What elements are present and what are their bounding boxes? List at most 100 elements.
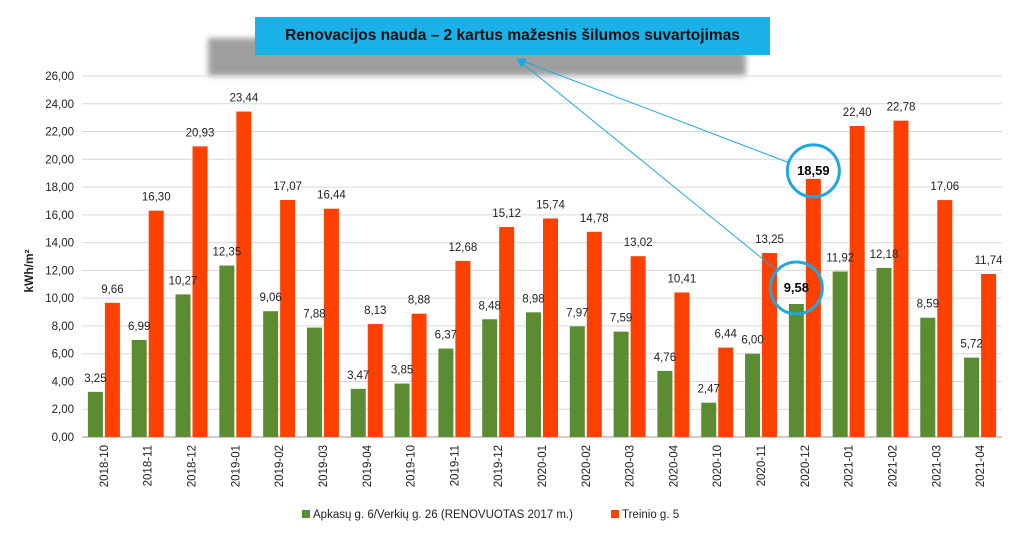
data-label: 18,59 <box>797 163 830 178</box>
data-label: 6,44 <box>715 329 738 341</box>
bar-orange-2019-04 <box>367 324 383 437</box>
chart-title-banner: Renovacijos nauda – 2 kartus mažesnis ši… <box>255 17 770 55</box>
bar-orange-2018-10 <box>104 302 120 437</box>
data-label: 4,76 <box>654 352 676 364</box>
data-label: 12,18 <box>870 249 899 261</box>
data-label: 9,06 <box>259 292 281 304</box>
bar-green-2021-01 <box>832 271 848 437</box>
bar-green-2021-04 <box>964 357 980 437</box>
y-tick-label: 22,00 <box>45 127 74 139</box>
legend-label: Apkasų g. 6/Verkių g. 26 (RENOVUOTAS 201… <box>313 509 573 521</box>
grid-lines <box>82 75 1002 438</box>
annotation-arrow <box>516 58 777 271</box>
data-label: 7,59 <box>610 313 632 325</box>
y-tick-label: 18,00 <box>45 182 74 194</box>
y-tick-label: 24,00 <box>45 99 74 111</box>
y-tick-label: 0,00 <box>52 432 74 444</box>
legend: Apkasų g. 6/Verkių g. 26 (RENOVUOTAS 201… <box>302 509 679 521</box>
data-label: 14,78 <box>580 213 609 225</box>
x-tick-label: 2019-12 <box>493 445 505 487</box>
bar-orange-2020-03 <box>630 256 646 437</box>
data-label: 9,58 <box>784 280 809 295</box>
y-tick-label: 12,00 <box>45 265 74 277</box>
x-tick-label: 2019-11 <box>449 445 461 486</box>
y-tick-label: 6,00 <box>52 349 74 361</box>
bar-orange-2021-01 <box>849 125 865 437</box>
data-label: 15,12 <box>492 208 521 220</box>
x-tick-label: 2020-03 <box>625 445 637 487</box>
bar-orange-2019-11 <box>455 260 471 437</box>
bar-orange-2020-04 <box>674 292 690 437</box>
bar-orange-2021-03 <box>937 200 953 437</box>
x-tick-label: 2020-04 <box>668 444 680 487</box>
data-label: 17,06 <box>930 181 959 193</box>
data-label: 5,72 <box>960 339 982 351</box>
data-label: 12,68 <box>448 242 477 254</box>
annotation-arrow <box>516 58 790 164</box>
bar-green-2018-12 <box>175 294 191 437</box>
bar-green-2019-10 <box>394 383 410 437</box>
bar-orange-2019-01 <box>236 111 252 437</box>
bar-green-2019-12 <box>482 319 498 437</box>
x-tick-label: 2019-10 <box>406 445 418 487</box>
x-tick-label: 2021-02 <box>887 445 899 487</box>
data-label: 6,00 <box>741 335 763 347</box>
data-label: 8,13 <box>364 305 386 317</box>
data-label: 6,37 <box>435 330 457 342</box>
bar-green-2019-02 <box>263 311 279 437</box>
data-label: 23,44 <box>229 93 258 105</box>
bar-green-2020-01 <box>526 312 541 437</box>
x-tick-label: 2020-12 <box>800 445 812 487</box>
data-label: 16,30 <box>142 192 171 204</box>
highlight-circle <box>768 260 824 316</box>
annotations <box>516 58 841 316</box>
y-tick-label: 2,00 <box>52 404 74 416</box>
data-label: 20,93 <box>186 127 215 139</box>
bar-orange-2019-03 <box>323 208 339 437</box>
data-label: 6,99 <box>128 321 150 333</box>
x-axis-ticks: 2018-10 2018-11 2018-12 2019-01 2019-02 2019-… <box>99 444 987 487</box>
data-label: 11,92 <box>826 252 854 264</box>
data-label: 10,41 <box>668 273 697 285</box>
legend-swatch <box>302 510 310 518</box>
bar-orange-2018-11 <box>148 210 164 437</box>
data-label: 11,74 <box>975 255 1004 267</box>
bar-orange-2018-12 <box>192 146 208 437</box>
data-label: 22,78 <box>887 102 916 114</box>
y-tick-label: 10,00 <box>45 293 74 305</box>
bar-orange-2021-02 <box>893 120 909 437</box>
bar-orange-2019-02 <box>280 199 296 437</box>
bar-green-2019-11 <box>438 348 454 437</box>
y-tick-label: 26,00 <box>45 71 74 83</box>
x-tick-label: 2018-12 <box>187 445 199 487</box>
data-label: 8,88 <box>408 295 430 307</box>
bar-orange-2019-10 <box>411 313 427 437</box>
bar-green-2019-03 <box>306 327 322 437</box>
bar-orange-2019-12 <box>499 227 515 437</box>
data-label: 2,47 <box>698 384 720 396</box>
bar-green-2019-04 <box>350 388 366 437</box>
data-label: 7,97 <box>566 307 588 319</box>
data-label: 3,85 <box>391 365 413 377</box>
bar-orange-2020-10 <box>718 347 734 437</box>
x-tick-label: 2018-10 <box>99 445 111 487</box>
data-label: 13,02 <box>624 237 653 249</box>
bar-orange-2020-11 <box>762 253 778 437</box>
bar-green-2020-02 <box>569 326 585 437</box>
highlight-circle <box>785 143 841 199</box>
y-tick-label: 4,00 <box>52 376 74 388</box>
data-label: 8,48 <box>478 300 500 312</box>
bar-green-2021-03 <box>920 317 936 437</box>
x-tick-label: 2020-10 <box>712 445 724 487</box>
legend-label: Treinio g. 5 <box>622 509 679 521</box>
data-label: 15,74 <box>536 199 565 211</box>
bar-green-2018-10 <box>87 391 103 437</box>
bar-green-2021-02 <box>876 267 892 437</box>
data-label: 8,59 <box>917 299 939 311</box>
bar-green-2019-01 <box>219 265 235 437</box>
legend-swatch <box>611 510 619 518</box>
bar-green-2020-10 <box>701 402 717 437</box>
bars <box>87 111 997 437</box>
bar-green-2018-11 <box>131 339 147 437</box>
x-tick-label: 2019-03 <box>318 445 330 487</box>
